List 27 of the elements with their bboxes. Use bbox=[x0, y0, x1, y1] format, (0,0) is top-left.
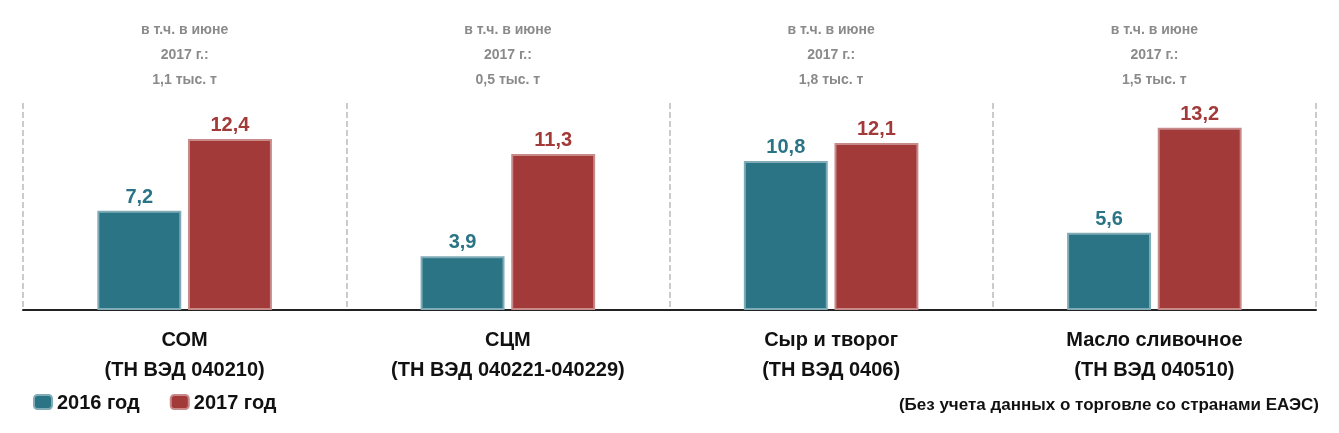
x-tick-label: СОМ (ТН ВЭД 040210) bbox=[104, 328, 265, 380]
bar bbox=[834, 143, 919, 310]
x-tick-label: СЦМ (ТН ВЭД 040221-040229) bbox=[391, 328, 625, 380]
bar bbox=[1157, 127, 1242, 310]
text: в т.ч. в июне 2017 г.: 1,1 тыс. т bbox=[141, 20, 229, 87]
legend-label: 2016 год bbox=[57, 391, 141, 413]
x-tick-label: Сыр и творог (ТН ВЭД 0406) bbox=[762, 328, 901, 380]
x-tick-label: Масло сливочное (ТН ВЭД 040510) bbox=[1066, 328, 1243, 380]
text: в т.ч. в июне 2017 г.: 0,5 тыс. т bbox=[464, 20, 552, 87]
text: в т.ч. в июне 2017 г.: 1,8 тыс. т bbox=[787, 20, 875, 87]
bar bbox=[187, 138, 272, 310]
text: в т.ч. в июне 2017 г.: 1,5 тыс. т bbox=[1110, 20, 1199, 87]
data-label: 3,9 bbox=[448, 230, 477, 253]
legend-label: 2017 год bbox=[193, 391, 277, 413]
bar bbox=[97, 210, 182, 310]
data-label: 11,3 bbox=[534, 128, 573, 151]
data-label: 7,2 bbox=[125, 184, 154, 207]
data-label: 12,4 bbox=[210, 112, 251, 135]
bar bbox=[511, 154, 596, 310]
data-label: 5,6 bbox=[1095, 206, 1123, 229]
bar bbox=[420, 256, 505, 310]
data-label: 12,1 bbox=[856, 117, 896, 140]
bar bbox=[1067, 232, 1152, 310]
data-label: 13,2 bbox=[1180, 101, 1220, 124]
data-label: 10,8 bbox=[766, 134, 806, 157]
text: (Без учета данных о торговле со странами ЕАЭС) bbox=[898, 395, 1320, 414]
bar bbox=[743, 160, 828, 310]
